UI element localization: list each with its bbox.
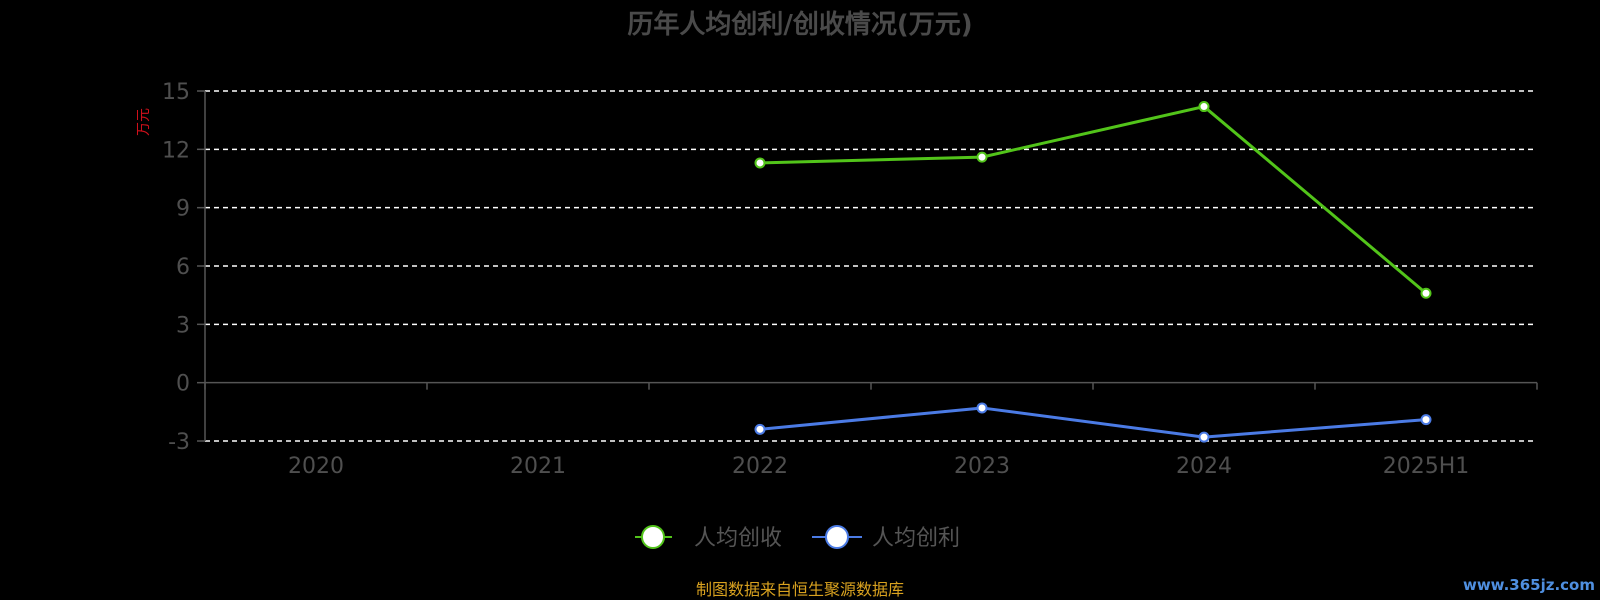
y-tick-label: 9 bbox=[176, 197, 190, 222]
series-layer bbox=[754, 101, 1432, 443]
x-tick-label: 2022 bbox=[732, 454, 788, 479]
data-point[interactable] bbox=[754, 157, 766, 169]
data-point[interactable] bbox=[754, 423, 766, 435]
series-line bbox=[759, 406, 1427, 439]
legend-item-2[interactable]: 人均创利 bbox=[812, 525, 960, 551]
y-tick-label: -3 bbox=[168, 430, 190, 455]
series-line bbox=[759, 105, 1427, 295]
legend-label: 人均创收 bbox=[694, 526, 782, 551]
data-point[interactable] bbox=[1420, 414, 1432, 426]
y-axis-label: 万元 bbox=[136, 108, 152, 136]
data-point[interactable] bbox=[976, 151, 988, 163]
legend-item-1[interactable]: 人均创收 bbox=[635, 525, 782, 551]
series-1 bbox=[754, 101, 1432, 299]
x-tick-label: 2021 bbox=[510, 454, 566, 479]
data-point[interactable] bbox=[1420, 287, 1432, 299]
y-tick-label: 3 bbox=[176, 313, 190, 338]
y-tick-label: 15 bbox=[162, 80, 190, 105]
chart-title: 历年人均创利/创收情况(万元) bbox=[627, 9, 972, 40]
legend[interactable]: 人均创收 人均创利 bbox=[635, 525, 960, 551]
data-point[interactable] bbox=[1198, 431, 1210, 443]
y-tick-label: 0 bbox=[176, 372, 190, 397]
y-tick-label: 6 bbox=[176, 255, 190, 280]
y-tick-label: 12 bbox=[162, 138, 190, 163]
watermark: www.365jz.com bbox=[1463, 576, 1595, 594]
axis-layer: 15 12 9 6 3 0 -3 2020 2021 2022 2023 2024 2025H1 bbox=[162, 80, 1538, 479]
data-point[interactable] bbox=[1198, 101, 1210, 113]
x-tick-label: 2024 bbox=[1176, 454, 1232, 479]
x-tick-label: 2025H1 bbox=[1383, 454, 1470, 479]
grid-layer bbox=[205, 90, 1537, 442]
data-point[interactable] bbox=[976, 402, 988, 414]
legend-marker-icon bbox=[825, 525, 849, 549]
legend-marker-icon bbox=[641, 525, 665, 549]
series-2 bbox=[754, 402, 1432, 443]
legend-label: 人均创利 bbox=[872, 526, 960, 551]
source-note: 制图数据来自恒生聚源数据库 bbox=[696, 580, 904, 599]
x-tick-label: 2020 bbox=[288, 454, 344, 479]
x-tick-label: 2023 bbox=[954, 454, 1010, 479]
